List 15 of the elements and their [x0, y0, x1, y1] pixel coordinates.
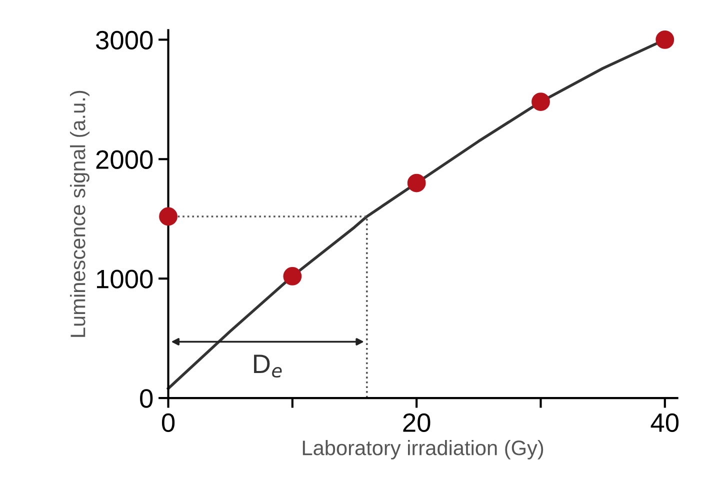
- point: [159, 207, 178, 226]
- y-tick-label: 1000: [96, 270, 153, 288]
- x-tick-label: 20: [403, 413, 430, 432]
- x-tick-label: 40: [650, 413, 679, 432]
- point: [283, 266, 302, 286]
- annotation: D$_{e}$: [254, 354, 282, 378]
- y-axis-title: Luminescence signal (a.u.): [70, 90, 90, 337]
- y-tick-label: 0: [140, 389, 153, 408]
- y-tick-label: 3000: [96, 30, 153, 50]
- x-axis-title: Laboratory irradiation (Gy): [302, 440, 544, 460]
- point: [532, 92, 550, 111]
- point: [656, 30, 674, 49]
- point: [407, 174, 426, 192]
- y-tick-label: 2000: [96, 150, 153, 169]
- x-tick-label: 0: [162, 413, 175, 432]
